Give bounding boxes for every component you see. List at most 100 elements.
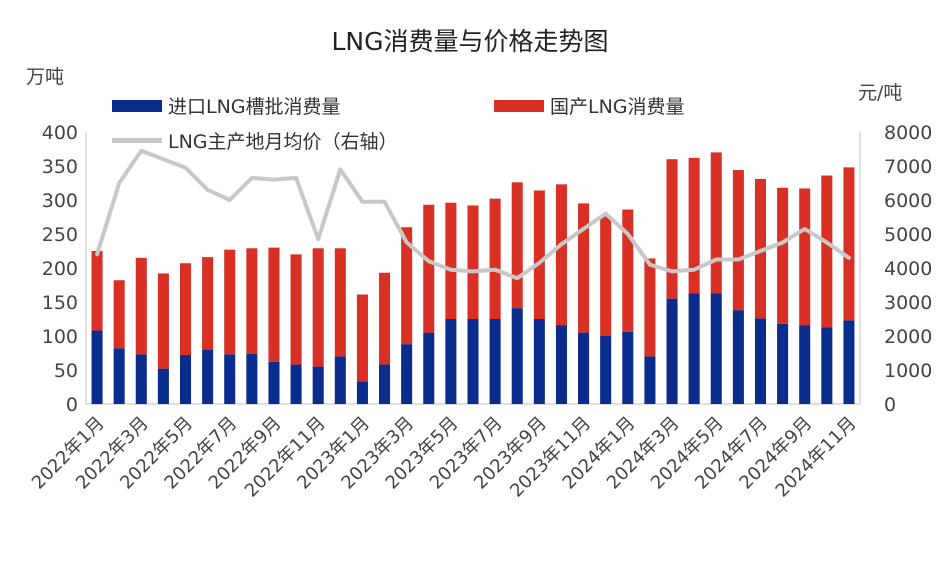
bar-import xyxy=(312,366,324,404)
left-tick-label: 200 xyxy=(42,258,78,280)
bar-domestic xyxy=(666,159,678,299)
bar-import xyxy=(843,320,855,404)
bar-domestic xyxy=(334,248,346,357)
bar-import xyxy=(467,319,479,404)
bar-domestic xyxy=(224,249,236,355)
bar-import xyxy=(799,325,811,404)
bar-import xyxy=(91,330,103,404)
right-tick-label: 3000 xyxy=(884,292,932,314)
bar-domestic xyxy=(423,204,435,333)
left-tick-label: 350 xyxy=(42,156,78,178)
right-tick-label: 2000 xyxy=(884,326,932,348)
bar-domestic xyxy=(777,187,789,324)
bar-domestic xyxy=(622,209,634,332)
bar-domestic xyxy=(91,251,103,331)
bar-import xyxy=(157,368,169,404)
left-tick-label: 250 xyxy=(42,224,78,246)
bar-domestic xyxy=(578,203,590,333)
bar-domestic xyxy=(511,182,523,309)
bar-domestic xyxy=(821,175,833,328)
bar-import xyxy=(246,353,258,404)
bar-domestic xyxy=(754,178,767,319)
bar-domestic xyxy=(268,247,280,362)
left-tick-label: 50 xyxy=(54,360,78,382)
bar-domestic xyxy=(246,248,258,354)
bar-import xyxy=(777,323,789,404)
left-axis-unit: 万吨 xyxy=(26,66,65,88)
bar-import xyxy=(732,310,744,404)
legend-label-price: LNG主产地月均价（右轴） xyxy=(168,131,398,153)
bar-import xyxy=(710,293,722,404)
bar-import xyxy=(401,344,413,404)
bar-domestic xyxy=(555,184,567,326)
bar-import xyxy=(578,332,590,404)
bar-domestic xyxy=(135,257,147,355)
bar-domestic xyxy=(445,202,457,319)
bar-import xyxy=(290,364,302,404)
bar-import xyxy=(754,318,767,404)
right-tick-label: 4000 xyxy=(884,258,932,280)
legend-swatch-import xyxy=(112,99,162,112)
bar-import xyxy=(202,349,214,404)
right-tick-label: 1000 xyxy=(884,360,932,382)
bar-domestic xyxy=(600,216,612,336)
bar-domestic xyxy=(356,294,368,382)
bar-domestic xyxy=(843,167,855,321)
left-tick-label: 0 xyxy=(66,394,78,416)
legend-item-price: LNG主产地月均价（右轴） xyxy=(112,127,398,154)
bar-import xyxy=(379,364,391,404)
right-tick-label: 7000 xyxy=(884,156,932,178)
bar-import xyxy=(511,308,523,404)
bar-domestic xyxy=(644,258,656,357)
bar-domestic xyxy=(202,257,214,350)
legend-label-domestic: 国产LNG消费量 xyxy=(550,96,685,118)
legend-item-import: 进口LNG槽批消费量 xyxy=(112,92,341,119)
legend-item-domestic: 国产LNG消费量 xyxy=(494,92,685,119)
bar-import xyxy=(666,298,678,404)
bar-import xyxy=(489,319,501,404)
bar-domestic xyxy=(401,227,413,345)
right-tick-label: 8000 xyxy=(884,122,932,144)
left-tick-label: 400 xyxy=(42,122,78,144)
bar-import xyxy=(224,354,236,404)
legend-swatch-domestic xyxy=(494,99,544,112)
bar-import xyxy=(445,319,457,404)
bar-domestic xyxy=(489,198,501,319)
bar-import xyxy=(113,348,125,404)
bar-domestic xyxy=(290,254,302,365)
bar-import xyxy=(622,331,634,404)
bar-import xyxy=(334,356,346,404)
bar-import xyxy=(688,293,700,404)
bar-import xyxy=(555,325,567,404)
right-tick-label: 0 xyxy=(884,394,896,416)
right-axis-unit: 元/吨 xyxy=(858,82,903,104)
bar-domestic xyxy=(732,170,744,311)
bar-domestic xyxy=(533,190,545,319)
bar-import xyxy=(135,354,147,404)
bar-domestic xyxy=(113,280,125,349)
bar-import xyxy=(179,355,192,404)
left-tick-label: 100 xyxy=(42,326,78,348)
chart-title: LNG消费量与价格走势图 xyxy=(331,27,609,56)
left-tick-label: 300 xyxy=(42,190,78,212)
bar-domestic xyxy=(467,205,479,319)
bar-domestic xyxy=(312,248,324,367)
right-tick-label: 6000 xyxy=(884,190,932,212)
bar-domestic xyxy=(799,188,811,326)
left-tick-label: 150 xyxy=(42,292,78,314)
legend-label-import: 进口LNG槽批消费量 xyxy=(168,96,341,118)
bar-domestic xyxy=(688,157,700,294)
right-tick-label: 5000 xyxy=(884,224,932,246)
bar-import xyxy=(644,356,656,404)
bar-domestic xyxy=(179,263,192,356)
bar-import xyxy=(821,327,833,404)
legend-swatch-price xyxy=(112,138,162,143)
bar-domestic xyxy=(157,273,169,369)
bar-import xyxy=(533,319,545,404)
bar-domestic xyxy=(710,152,722,294)
price-line xyxy=(95,148,851,281)
bar-import xyxy=(600,336,612,404)
bar-import xyxy=(268,361,280,404)
